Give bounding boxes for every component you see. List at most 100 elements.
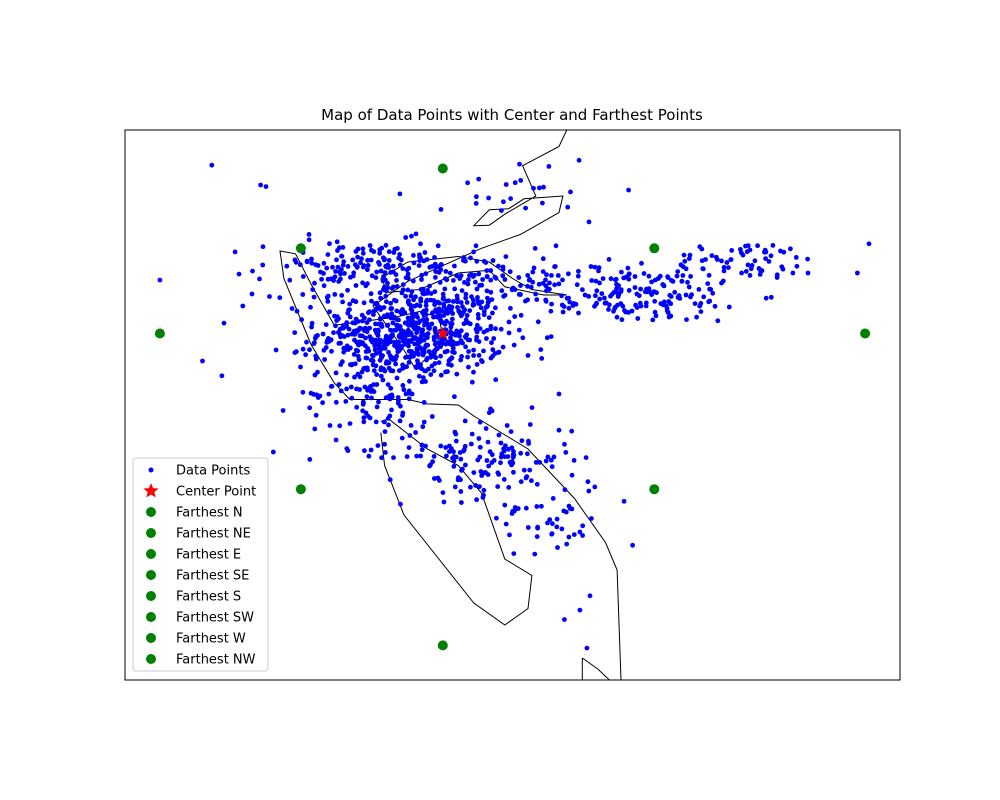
data-point [626, 187, 631, 193]
data-point [376, 337, 382, 343]
data-point [304, 339, 309, 345]
data-point [374, 404, 380, 410]
data-point [510, 285, 516, 291]
data-point [471, 302, 477, 307]
data-point [397, 418, 403, 424]
data-point [452, 484, 458, 490]
data-point [512, 180, 518, 186]
data-point [602, 295, 607, 301]
data-point [646, 273, 652, 279]
data-point [593, 293, 598, 299]
data-point [406, 445, 412, 450]
data-point [311, 294, 317, 300]
data-point [488, 277, 494, 283]
data-point [333, 269, 338, 274]
data-point [380, 278, 386, 284]
data-point [403, 293, 408, 299]
farthest-sw-marker [295, 484, 306, 495]
data-point [420, 352, 426, 358]
data-point [481, 258, 487, 264]
data-point [315, 395, 321, 400]
data-point [682, 258, 688, 264]
data-point [273, 347, 279, 353]
data-point [409, 233, 414, 239]
data-point [866, 241, 872, 247]
data-point [353, 283, 359, 288]
data-point [493, 305, 498, 311]
data-point [712, 303, 718, 309]
data-point [576, 157, 582, 163]
data-point [403, 391, 409, 397]
data-point [584, 645, 590, 651]
data-point [426, 366, 431, 372]
data-point [774, 272, 780, 278]
data-point [340, 262, 346, 268]
data-point [521, 467, 527, 473]
data-point [444, 318, 449, 324]
data-point [493, 377, 499, 383]
data-point [343, 399, 349, 404]
data-point [549, 464, 555, 470]
data-point [536, 281, 542, 287]
data-point [529, 478, 534, 484]
data-point [428, 372, 434, 377]
data-point [394, 284, 400, 289]
data-point [556, 391, 562, 397]
data-point [415, 358, 420, 364]
data-point [424, 297, 430, 303]
data-point [592, 484, 598, 490]
data-point [332, 292, 338, 297]
data-point [373, 321, 378, 327]
data-point [486, 195, 491, 201]
data-point [609, 291, 615, 297]
data-point [496, 349, 502, 355]
data-point [386, 258, 392, 263]
data-point [539, 356, 545, 361]
data-point [444, 277, 450, 283]
data-point [503, 521, 509, 527]
data-point [406, 396, 412, 402]
data-point [474, 362, 480, 367]
data-point [580, 287, 585, 293]
data-point [429, 363, 435, 369]
data-point [311, 391, 316, 397]
data-point [465, 354, 470, 360]
data-point [388, 385, 394, 391]
data-point [493, 326, 498, 332]
data-point [508, 429, 514, 434]
data-point [418, 241, 423, 247]
data-point [408, 293, 414, 299]
data-point [438, 353, 443, 359]
data-point [387, 413, 393, 419]
data-point [383, 293, 389, 299]
data-point [329, 276, 334, 282]
data-point [402, 320, 408, 326]
data-point [421, 312, 427, 318]
data-point [428, 297, 433, 303]
data-point [236, 271, 242, 277]
data-point [462, 443, 468, 449]
data-point [323, 322, 329, 327]
data-point [390, 332, 395, 338]
data-point [528, 284, 534, 290]
data-point [287, 277, 293, 283]
data-point [387, 477, 393, 483]
data-point [477, 454, 483, 460]
data-point [666, 314, 672, 320]
data-point [428, 354, 434, 360]
data-point [406, 323, 411, 328]
data-point [632, 274, 638, 279]
data-point [488, 268, 494, 273]
data-point [752, 258, 758, 264]
data-point [419, 272, 425, 278]
data-point [729, 248, 735, 253]
data-point [388, 306, 394, 312]
data-point [333, 370, 339, 376]
data-point [383, 263, 389, 269]
data-point [790, 270, 796, 276]
data-point [652, 298, 658, 304]
data-point [556, 427, 562, 433]
data-point [421, 400, 427, 405]
data-point [326, 391, 332, 397]
data-point [392, 246, 398, 252]
